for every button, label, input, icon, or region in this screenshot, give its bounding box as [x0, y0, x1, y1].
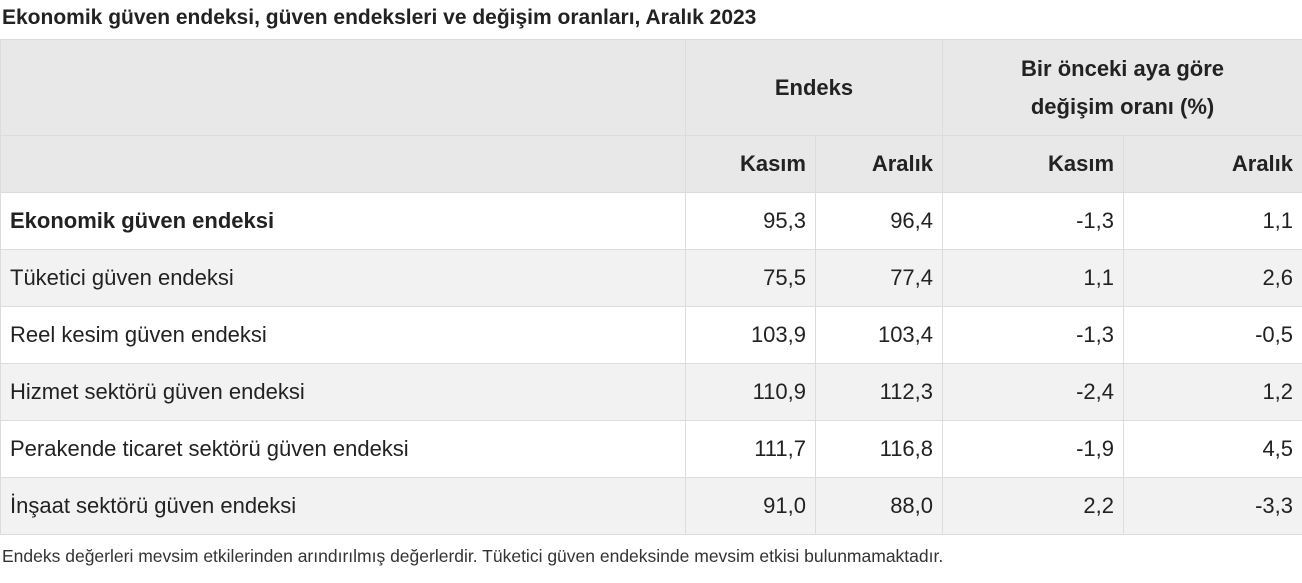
- value-cell: 91,0: [685, 477, 816, 535]
- value-cell: 4,5: [1123, 420, 1302, 478]
- value-cell: 1,1: [942, 249, 1125, 307]
- footnote: Endeks değerleri mevsim etkilerinden arı…: [2, 546, 944, 566]
- value-cell: 1,1: [1123, 192, 1302, 250]
- column-header: Kasım: [942, 135, 1125, 193]
- value-cell: 88,0: [814, 477, 944, 535]
- value-cell: 112,3: [814, 363, 944, 421]
- value-cell: 96,4: [814, 192, 944, 250]
- row-label: Hizmet sektörü güven endeksi: [0, 363, 686, 421]
- value-cell: -2,4: [942, 363, 1125, 421]
- row-label: Tüketici güven endeksi: [0, 249, 686, 307]
- group-header: Bir önceki aya göre değişim oranı (%): [942, 39, 1302, 136]
- column-header: Aralık: [814, 135, 944, 193]
- table-row: Reel kesim güven endeksi 103,9 103,4 -1,3 -0…: [0, 306, 1302, 364]
- data-table: Endeks Bir önceki aya göre değişim oranı…: [0, 39, 1302, 535]
- row-label: Perakende ticaret sektörü güven endeksi: [0, 420, 686, 478]
- value-cell: 1,2: [1123, 363, 1302, 421]
- table-row: Tüketici güven endeksi 75,5 77,4 1,1 2,6: [0, 249, 1302, 307]
- table-row: Perakende ticaret sektörü güven endeksi 1…: [0, 420, 1302, 478]
- table-row: Hizmet sektörü güven endeksi 110,9 112,3 -2…: [0, 363, 1302, 421]
- value-cell: 2,2: [942, 477, 1125, 535]
- table-body: Ekonomik güven endeksi 95,3 96,4 -1,3 1,1 Tük…: [0, 192, 1302, 535]
- table-row: Ekonomik güven endeksi 95,3 96,4 -1,3 1,1: [0, 192, 1302, 250]
- header-cell: [0, 39, 686, 136]
- value-cell: -0,5: [1123, 306, 1302, 364]
- value-cell: 116,8: [814, 420, 944, 478]
- value-cell: 77,4: [814, 249, 944, 307]
- value-cell: 103,4: [814, 306, 944, 364]
- column-header: Kasım: [685, 135, 816, 193]
- row-label: İnşaat sektörü güven endeksi: [0, 477, 686, 535]
- group-header: Endeks: [684, 39, 944, 136]
- header-cell: [0, 135, 686, 193]
- value-cell: 2,6: [1123, 249, 1302, 307]
- value-cell: 75,5: [685, 249, 816, 307]
- value-cell: -1,3: [942, 306, 1125, 364]
- table-title: Ekonomik güven endeksi, güven endeksleri…: [2, 6, 757, 29]
- value-cell: 111,7: [685, 420, 816, 478]
- value-cell: -1,9: [942, 420, 1125, 478]
- value-cell: -3,3: [1123, 477, 1302, 535]
- row-label: Reel kesim güven endeksi: [0, 306, 686, 364]
- value-cell: 103,9: [685, 306, 816, 364]
- row-label: Ekonomik güven endeksi: [0, 192, 686, 250]
- column-header: Aralık: [1123, 135, 1302, 193]
- value-cell: 95,3: [685, 192, 816, 250]
- value-cell: -1,3: [942, 192, 1125, 250]
- value-cell: 110,9: [685, 363, 816, 421]
- table-row: İnşaat sektörü güven endeksi 91,0 88,0 2,2-…: [0, 477, 1302, 535]
